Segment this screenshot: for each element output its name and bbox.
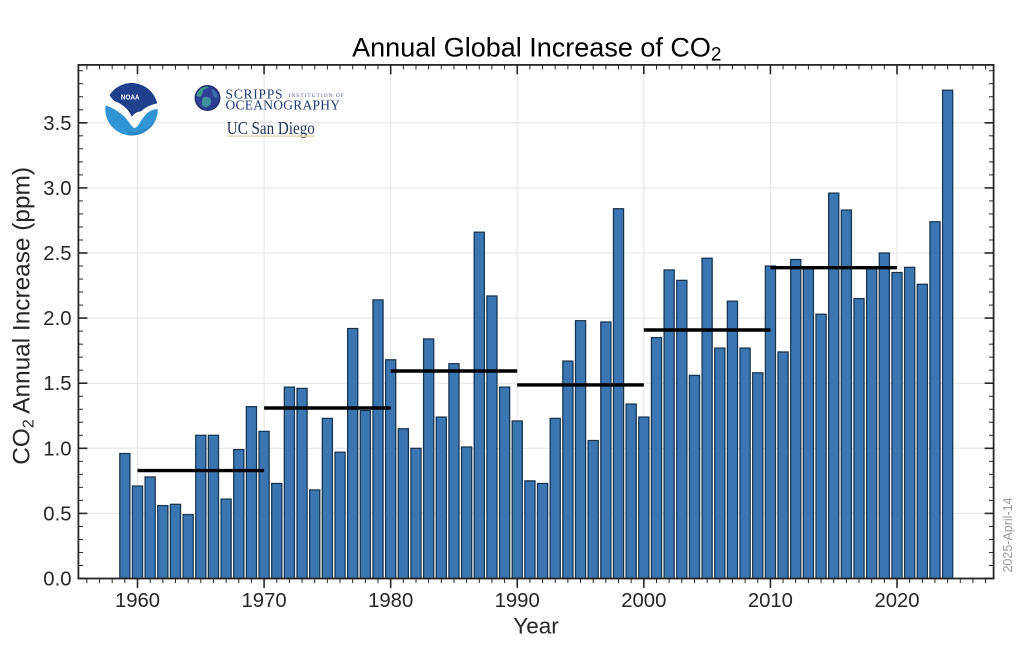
svg-text:SCRIPPS: SCRIPPS xyxy=(226,86,284,101)
svg-text:1970: 1970 xyxy=(242,590,287,612)
svg-text:2000: 2000 xyxy=(621,590,666,612)
svg-text:Year: Year xyxy=(513,614,559,639)
svg-text:CO2 Annual Increase (ppm): CO2 Annual Increase (ppm) xyxy=(9,167,38,465)
svg-text:1990: 1990 xyxy=(495,590,540,612)
svg-text:2020: 2020 xyxy=(874,590,919,612)
svg-text:2.5: 2.5 xyxy=(43,243,71,265)
svg-text:2.0: 2.0 xyxy=(43,308,71,330)
svg-text:2010: 2010 xyxy=(748,590,793,612)
svg-text:0.0: 0.0 xyxy=(43,569,71,591)
svg-text:1.5: 1.5 xyxy=(43,373,71,395)
svg-text:1960: 1960 xyxy=(115,590,160,612)
svg-text:3.0: 3.0 xyxy=(43,178,71,200)
svg-text:1.0: 1.0 xyxy=(43,438,71,460)
svg-text:Annual Global Increase of CO2: Annual Global Increase of CO2 xyxy=(352,32,721,65)
svg-text:UC San Diego: UC San Diego xyxy=(227,118,315,138)
svg-text:0.5: 0.5 xyxy=(43,503,71,525)
svg-text:2025-April-14: 2025-April-14 xyxy=(1001,497,1015,572)
svg-text:1980: 1980 xyxy=(368,590,413,612)
svg-text:INSTITUTION OF: INSTITUTION OF xyxy=(289,93,345,99)
svg-text:OCEANOGRAPHY: OCEANOGRAPHY xyxy=(226,98,341,113)
svg-text:3.5: 3.5 xyxy=(43,113,71,135)
svg-text:NOAA: NOAA xyxy=(121,92,140,101)
